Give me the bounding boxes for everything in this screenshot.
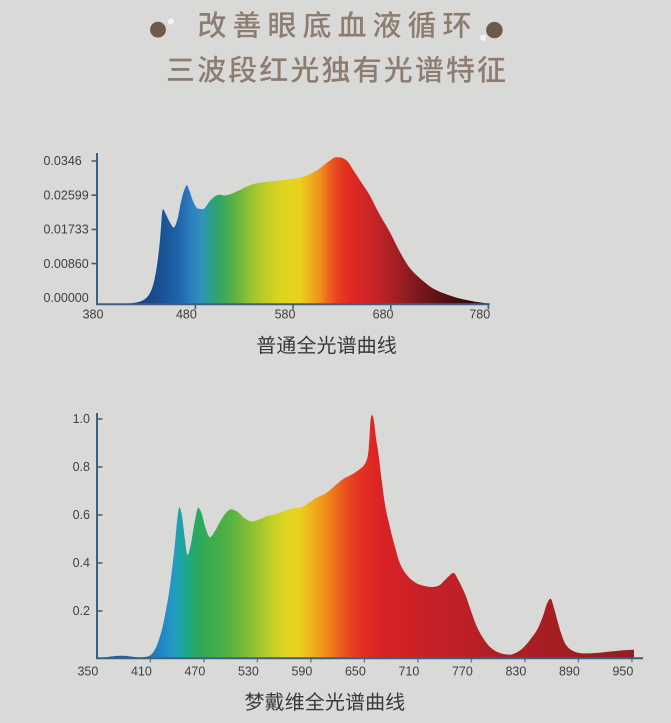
svg-text:0.2: 0.2 bbox=[73, 604, 90, 618]
svg-text:780: 780 bbox=[469, 308, 490, 322]
svg-text:0.0346: 0.0346 bbox=[44, 154, 82, 168]
svg-text:470: 470 bbox=[184, 665, 205, 679]
svg-text:530: 530 bbox=[238, 665, 259, 679]
svg-text:590: 590 bbox=[291, 665, 312, 679]
svg-text:770: 770 bbox=[452, 665, 473, 679]
svg-text:830: 830 bbox=[505, 665, 526, 679]
svg-text:950: 950 bbox=[612, 665, 633, 679]
svg-text:0.6: 0.6 bbox=[73, 508, 90, 522]
svg-text:480: 480 bbox=[176, 308, 197, 322]
svg-text:410: 410 bbox=[131, 665, 152, 679]
svg-text:890: 890 bbox=[559, 665, 580, 679]
svg-text:0.02599: 0.02599 bbox=[44, 188, 89, 202]
svg-text:0.4: 0.4 bbox=[73, 556, 90, 570]
svg-text:650: 650 bbox=[345, 665, 366, 679]
svg-text:710: 710 bbox=[398, 665, 419, 679]
svg-text:580: 580 bbox=[275, 308, 296, 322]
svg-text:1.0: 1.0 bbox=[73, 412, 90, 426]
svg-text:0.00860: 0.00860 bbox=[44, 257, 89, 271]
svg-text:380: 380 bbox=[83, 308, 104, 322]
svg-text:0.01733: 0.01733 bbox=[44, 223, 89, 237]
svg-text:0.8: 0.8 bbox=[73, 460, 90, 474]
svg-text:680: 680 bbox=[373, 308, 394, 322]
svg-text:0.00000: 0.00000 bbox=[44, 291, 89, 305]
svg-text:350: 350 bbox=[77, 665, 98, 679]
